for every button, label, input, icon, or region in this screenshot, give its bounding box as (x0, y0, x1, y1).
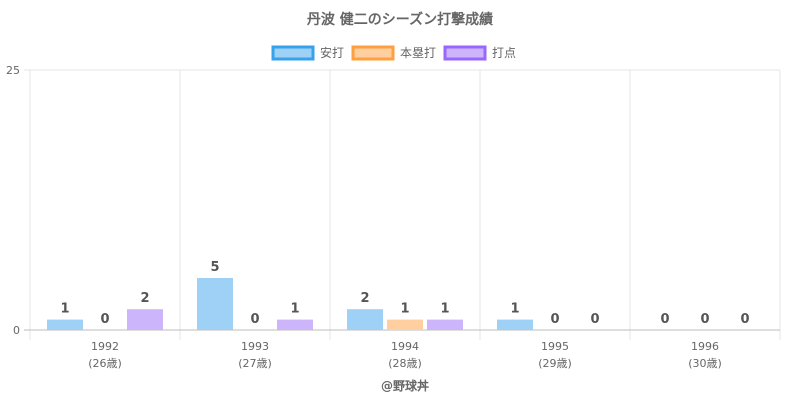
data-label: 2 (360, 291, 369, 306)
bar (427, 319, 463, 330)
data-labels: 1 0 2 5 0 1 2 1 1 1 0 0 0 0 0 (60, 260, 749, 327)
x-tick-label: 1992 (26歳) (88, 340, 122, 370)
bar (347, 309, 383, 330)
data-label: 1 (510, 302, 519, 317)
y-tick-label: 25 (6, 64, 20, 77)
x-tick-label: 1996 (30歳) (688, 340, 722, 370)
legend-swatch (443, 45, 487, 61)
x-axis: 1992 (26歳) 1993 (27歳) 1994 (28歳) 1995 (29歳) 1996… (88, 340, 722, 370)
credit: @野球丼 (381, 378, 429, 393)
data-label: 5 (210, 260, 219, 275)
legend-swatch (271, 45, 315, 61)
bar (197, 278, 233, 330)
x-tick-label: 1995 (29歳) (538, 340, 572, 370)
data-label: 1 (400, 302, 409, 317)
legend: 安打 本塁打 打点 (271, 45, 516, 61)
data-label: 2 (140, 291, 149, 306)
data-label: 1 (60, 302, 69, 317)
legend-label: 安打 (320, 45, 344, 60)
data-label: 0 (590, 312, 599, 327)
legend-label: 打点 (492, 46, 516, 60)
legend-label: 本塁打 (400, 46, 436, 60)
bar (277, 319, 313, 330)
chart-title: 丹波 健二のシーズン打撃成績 (307, 11, 493, 28)
grid (24, 69, 781, 340)
data-label: 0 (100, 312, 109, 327)
x-tick-label: 1993 (27歳) (238, 340, 272, 370)
data-label: 0 (700, 312, 709, 327)
bar (127, 309, 163, 330)
data-label: 1 (440, 302, 449, 317)
y-axis: 0 25 (6, 64, 20, 337)
bars (47, 278, 533, 330)
x-tick-label: 1994 (28歳) (388, 340, 422, 370)
legend-swatch (351, 45, 395, 61)
data-label: 0 (740, 312, 749, 327)
bar (497, 319, 533, 330)
data-label: 1 (290, 302, 299, 317)
data-label: 0 (660, 312, 669, 327)
data-label: 0 (550, 312, 559, 327)
bar (387, 319, 423, 330)
data-label: 0 (250, 312, 259, 327)
bar (47, 319, 83, 330)
y-tick-label: 0 (13, 324, 20, 337)
